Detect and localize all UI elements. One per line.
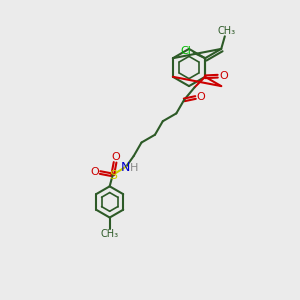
Text: O: O [111, 152, 120, 162]
Text: H: H [130, 163, 138, 173]
Text: S: S [109, 169, 117, 182]
Text: N: N [121, 161, 130, 174]
Text: CH₃: CH₃ [217, 26, 236, 37]
Text: O: O [196, 92, 205, 102]
Text: CH₃: CH₃ [100, 229, 119, 239]
Text: O: O [219, 71, 228, 81]
Text: Cl: Cl [181, 46, 192, 56]
Text: O: O [90, 167, 99, 177]
